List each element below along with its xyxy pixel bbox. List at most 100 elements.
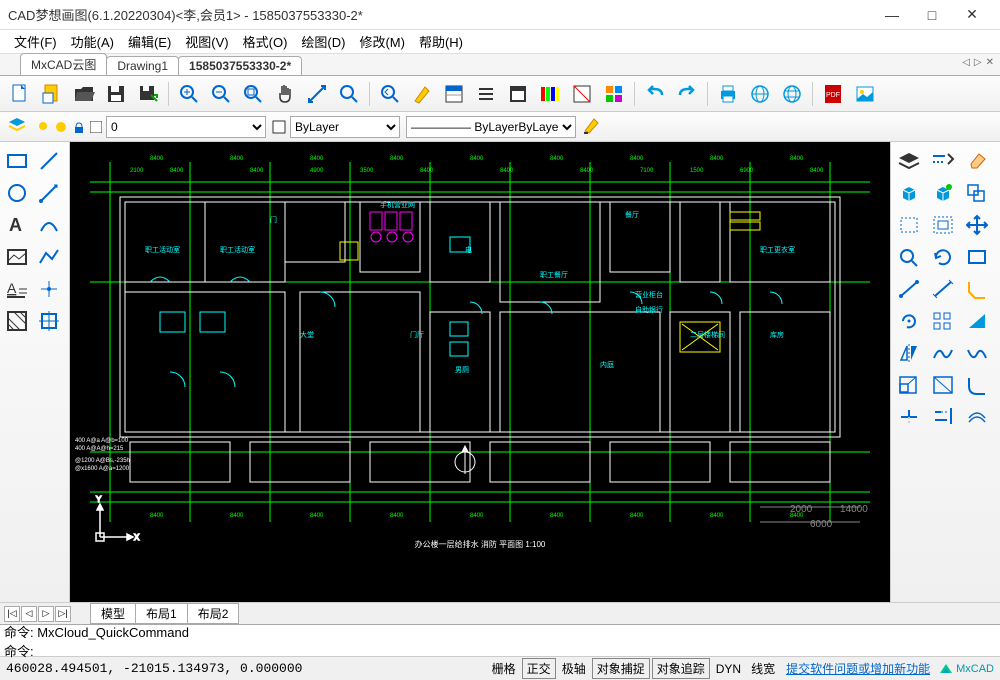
close-button[interactable]: ✕ [952,1,992,29]
last-icon[interactable]: ▷| [55,606,71,622]
select-icon[interactable] [893,210,925,240]
mirror-icon[interactable] [893,338,925,368]
pan-icon[interactable] [271,80,299,108]
zoom-realtime-icon[interactable] [335,80,363,108]
blocks-icon[interactable] [600,80,628,108]
spline2-icon[interactable] [961,338,993,368]
zoom-in-icon[interactable] [175,80,203,108]
tab-current[interactable]: 1585037553330-2* [178,56,302,75]
layer-dropdown[interactable]: 0 [106,116,266,138]
thickness-icon[interactable] [582,115,606,138]
selectall-icon[interactable] [927,210,959,240]
grid-toggle[interactable]: 栅格 [488,659,520,678]
find-icon[interactable] [893,242,925,272]
tab-layout1[interactable]: 布局1 [135,603,188,624]
zoom-previous-icon[interactable] [376,80,404,108]
array-icon[interactable] [927,306,959,336]
point-icon[interactable] [34,274,64,304]
layers-icon[interactable] [568,80,596,108]
chamfer-icon[interactable] [961,274,993,304]
zoom-window-icon[interactable] [239,80,267,108]
layer-selector[interactable]: 0 [36,116,266,138]
image-insert-icon[interactable] [2,242,32,272]
lwt-toggle[interactable]: 线宽 [747,659,779,678]
tab-next-icon[interactable]: ▷ [974,57,982,68]
regen-icon[interactable] [927,242,959,272]
3dbox-icon[interactable] [893,178,925,208]
properties-icon[interactable] [440,80,468,108]
menu-view[interactable]: 视图(V) [179,30,234,53]
match-prop-icon[interactable] [927,146,959,176]
open-icon[interactable] [70,80,98,108]
polyline-icon[interactable] [34,242,64,272]
tab-prev-icon[interactable]: ◁ [962,57,970,68]
otrack-toggle[interactable]: 对象追踪 [652,658,710,679]
new-template-icon[interactable] [38,80,66,108]
palette-icon[interactable] [536,80,564,108]
image-icon[interactable] [851,80,879,108]
zoom-out-icon[interactable] [207,80,235,108]
arc-icon[interactable] [34,210,64,240]
linetype-selector[interactable]: ————— ByLayerByLayer [406,116,576,138]
menu-format[interactable]: 格式(O) [237,30,294,53]
undo-icon[interactable] [641,80,669,108]
linetype-dropdown[interactable]: ————— ByLayerByLayer [406,116,576,138]
fillet-icon[interactable] [961,370,993,400]
move-icon[interactable] [961,210,993,240]
scale-icon[interactable] [893,370,925,400]
layer-states-icon[interactable] [893,146,925,176]
menu-file[interactable]: 文件(F) [8,30,63,53]
spline-icon[interactable] [927,338,959,368]
window-icon[interactable] [504,80,532,108]
next-icon[interactable]: ▷ [38,606,54,622]
new-icon[interactable] [6,80,34,108]
color-dropdown[interactable]: ByLayer [290,116,400,138]
feedback-link[interactable]: 提交软件问题或增加新功能 [786,660,930,677]
line-icon[interactable] [34,146,64,176]
ray-icon[interactable] [34,178,64,208]
block-icon[interactable] [34,306,64,336]
rectangle-icon[interactable] [2,146,32,176]
pdf-icon[interactable]: PDF [819,80,847,108]
hatch-icon[interactable] [2,306,32,336]
web-icon[interactable] [746,80,774,108]
first-icon[interactable]: |◁ [4,606,20,622]
zoom-extents-icon[interactable] [303,80,331,108]
prev-icon[interactable]: ◁ [21,606,37,622]
extend-icon[interactable] [927,402,959,432]
circle-icon[interactable] [2,178,32,208]
tab-close-icon[interactable]: ✕ [986,57,994,68]
ortho-toggle[interactable]: 正交 [522,658,556,679]
color-selector[interactable]: ByLayer [272,116,400,138]
measure-icon[interactable] [893,274,925,304]
rect2-icon[interactable] [961,242,993,272]
drawing-canvas[interactable]: 840084008400 840084008400 840084008400 2… [70,142,890,602]
offset-icon[interactable] [961,402,993,432]
save-icon[interactable] [102,80,130,108]
minimize-button[interactable]: — [872,1,912,29]
command-prompt[interactable]: 命令: [4,641,996,660]
trim-icon[interactable] [893,402,925,432]
menu-draw[interactable]: 绘图(D) [295,30,351,53]
osnap-toggle[interactable]: 对象捕捉 [592,658,650,679]
print-icon[interactable] [714,80,742,108]
saveas-icon[interactable] [134,80,162,108]
cloud-icon[interactable] [778,80,806,108]
copy-icon[interactable] [961,178,993,208]
tab-model[interactable]: 模型 [90,603,136,624]
menu-help[interactable]: 帮助(H) [413,30,469,53]
triangle-icon[interactable] [961,306,993,336]
menu-edit[interactable]: 编辑(E) [122,30,177,53]
tab-drawing1[interactable]: Drawing1 [106,56,179,75]
menu-func[interactable]: 功能(A) [65,30,120,53]
maximize-button[interactable]: □ [912,1,952,29]
layer-manager-icon[interactable] [6,114,30,139]
section-icon[interactable] [927,370,959,400]
rotate-icon[interactable] [893,306,925,336]
redo-icon[interactable] [673,80,701,108]
tab-mxcad[interactable]: MxCAD云图 [20,53,107,75]
erase-icon[interactable] [961,146,993,176]
polar-toggle[interactable]: 极轴 [558,659,590,678]
text-icon[interactable]: A [2,210,32,240]
list-icon[interactable] [472,80,500,108]
